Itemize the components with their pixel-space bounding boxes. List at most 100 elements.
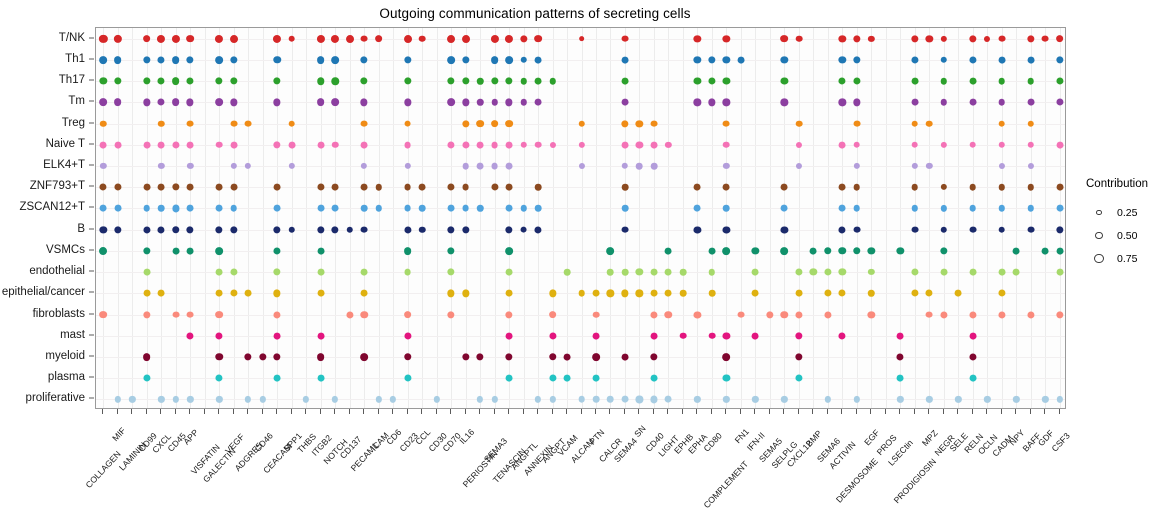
dot-marker: [621, 119, 629, 128]
dot-marker: [259, 396, 266, 403]
dot-marker: [186, 141, 194, 149]
y-axis-tick: [89, 334, 94, 336]
dot-marker: [316, 98, 325, 107]
dot-marker: [607, 268, 614, 276]
dot-marker: [896, 332, 904, 340]
x-axis-tick: [696, 409, 698, 414]
grid-line-vertical: [117, 28, 119, 408]
dot-marker: [230, 120, 238, 127]
dot-marker: [215, 55, 224, 64]
dot-marker: [795, 289, 803, 297]
dot-marker: [331, 77, 339, 85]
y-axis-tick: [89, 185, 94, 187]
y-axis-label: ZNF793+T: [29, 180, 85, 193]
dot-marker: [171, 98, 180, 107]
dot-marker: [795, 162, 802, 169]
dot-marker: [693, 310, 701, 319]
dot-marker: [708, 289, 716, 297]
dot-marker: [969, 226, 977, 234]
grid-line-horizontal: [96, 314, 1065, 316]
x-axis-tick: [189, 409, 191, 414]
dot-marker: [838, 332, 846, 340]
dot-marker: [143, 56, 151, 64]
grid-line-vertical: [987, 28, 989, 408]
grid-line-vertical: [610, 28, 612, 408]
x-axis-tick: [392, 409, 394, 414]
dot-marker: [215, 183, 223, 191]
dot-marker: [592, 311, 600, 318]
dot-marker: [679, 332, 687, 340]
dot-marker: [780, 246, 789, 255]
dot-marker: [911, 141, 919, 149]
y-axis-label: epithelial/cancer: [1, 286, 85, 299]
dot-marker: [403, 34, 412, 43]
dot-marker: [838, 289, 846, 297]
dot-marker: [447, 268, 455, 276]
dot-marker: [838, 98, 847, 106]
dot-marker: [969, 34, 977, 43]
dot-marker: [621, 268, 629, 276]
dot-marker: [186, 311, 194, 318]
dot-marker: [795, 332, 803, 340]
dot-marker: [548, 289, 557, 297]
grid-line-vertical: [480, 28, 482, 408]
dot-marker: [751, 289, 759, 297]
x-axis-tick: [754, 409, 756, 414]
dot-marker: [158, 162, 165, 170]
dot-marker: [476, 77, 484, 85]
dot-marker: [316, 225, 325, 234]
y-axis-tick: [89, 376, 94, 378]
dot-marker: [461, 119, 470, 128]
dot-marker: [476, 119, 484, 128]
dot-marker: [520, 141, 527, 148]
dot-marker: [244, 353, 252, 361]
dot-marker: [1042, 396, 1049, 403]
y-axis-tick: [89, 100, 94, 102]
legend-entry: 0.50: [1086, 224, 1175, 247]
dot-marker: [998, 162, 1005, 169]
dot-marker: [868, 35, 875, 42]
dot-marker: [650, 353, 658, 361]
x-axis-tick: [566, 409, 567, 414]
dot-marker: [838, 268, 847, 276]
dot-marker: [606, 246, 615, 255]
dot-marker: [505, 162, 513, 170]
grid-line-vertical: [784, 28, 786, 408]
dot-marker: [317, 332, 325, 340]
dot-marker: [99, 98, 108, 107]
dot-marker: [172, 204, 180, 212]
dot-marker: [505, 98, 513, 106]
dot-marker: [186, 332, 194, 340]
grid-line-vertical: [306, 28, 308, 408]
dot-marker: [215, 353, 223, 361]
grid-line-vertical: [103, 28, 105, 408]
x-axis-tick: [203, 409, 205, 414]
grid-line-horizontal: [96, 187, 1065, 189]
dot-marker: [665, 247, 672, 255]
x-axis-tick: [942, 409, 944, 414]
dot-marker: [157, 34, 166, 43]
dot-marker: [708, 332, 716, 340]
grid-line-vertical: [509, 28, 511, 408]
grid-line-vertical: [407, 28, 409, 408]
dot-marker: [404, 183, 412, 191]
dot-marker: [1027, 34, 1035, 43]
dot-marker: [940, 205, 947, 212]
dot-marker: [404, 374, 412, 382]
dot-marker: [186, 56, 194, 64]
x-axis-tick: [594, 409, 596, 414]
dot-marker: [679, 268, 687, 276]
dot-marker: [621, 289, 629, 297]
grid-line-vertical: [320, 28, 322, 408]
dot-marker: [578, 35, 585, 42]
x-axis-tick: [913, 409, 915, 414]
page-title: Outgoing communication patterns of secre…: [379, 6, 691, 21]
dot-marker: [853, 77, 861, 85]
dot-marker: [143, 268, 151, 276]
dot-marker: [708, 77, 716, 85]
dot-marker: [722, 183, 730, 191]
dot-marker: [838, 77, 846, 85]
x-axis-tick: [623, 409, 625, 414]
grid-line-vertical: [624, 28, 626, 408]
dot-marker: [490, 119, 499, 128]
